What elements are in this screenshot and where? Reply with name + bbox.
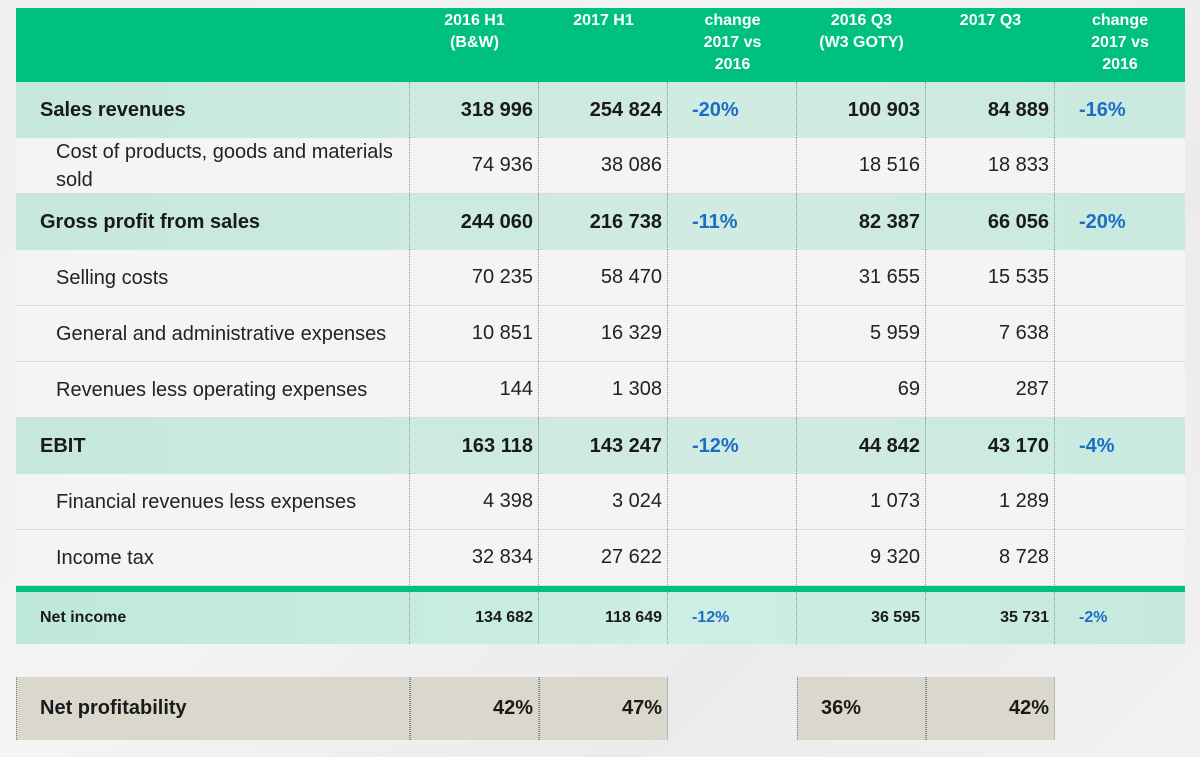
table-row: Sales revenues 318 996 254 824 -20% 100 903 8…: [16, 82, 1185, 138]
profitability-2016-h1: 42%: [410, 677, 539, 740]
value-2016-q3: 36 595: [797, 592, 926, 644]
header-q3-change: change 2017 vs 2016: [1091, 12, 1149, 73]
row-label: Selling costs: [16, 250, 410, 305]
value-2016-h1: 32 834: [410, 530, 539, 585]
change-q3: [1055, 362, 1185, 417]
change-q3: -2%: [1079, 609, 1108, 626]
value-2017-q3: 7 638: [926, 306, 1055, 361]
change-h1: [668, 306, 797, 361]
value-2017-h1: 38 086: [539, 138, 668, 193]
profitability-gap: [668, 677, 797, 740]
value-2017-q3: 287: [926, 362, 1055, 417]
net-profitability-row: Net profitability 42% 47% 36% 42%: [16, 677, 1055, 740]
value-2017-q3: 66 056: [926, 194, 1055, 250]
change-h1: -11%: [668, 194, 797, 250]
row-label: Net income: [16, 592, 410, 644]
change-h1: [668, 362, 797, 417]
profitability-2017-q3: 42%: [926, 677, 1055, 740]
value-2016-q3: 82 387: [797, 194, 926, 250]
row-label: Financial revenues less expenses: [16, 474, 410, 529]
change-h1: -12%: [668, 592, 797, 644]
value-2017-h1: 143 247: [539, 418, 668, 474]
value-2016-q3: 9 320: [797, 530, 926, 585]
value-2017-h1: 254 824: [539, 82, 668, 138]
value-2016-q3: 1 073: [797, 474, 926, 529]
value-2016-h1: 144: [410, 362, 539, 417]
value-2016-q3: 44 842: [797, 418, 926, 474]
value-2016-h1: 163 118: [410, 418, 539, 474]
header-2016-q3: 2016 Q3 (W3 GOTY): [819, 12, 904, 51]
value-2016-q3: 18 516: [797, 138, 926, 193]
table-row: General and administrative expenses 10 85…: [16, 306, 1185, 362]
table-row: Income tax 32 834 27 622 9 320 8 728: [16, 530, 1185, 586]
change-q3: [1055, 306, 1185, 361]
change-h1: [668, 474, 797, 529]
net-income-separator: [16, 586, 1185, 592]
table-header: 2016 H1 (B&W) 2017 H1 change 2017 vs 201…: [16, 8, 1185, 82]
table-row: Financial revenues less expenses 4 398 3 0…: [16, 474, 1185, 530]
table-row: Selling costs 70 235 58 470 31 655 15 535: [16, 250, 1185, 306]
table-row: Gross profit from sales 244 060 216 738 -11…: [16, 194, 1185, 250]
header-2016-h1: 2016 H1 (B&W): [444, 12, 505, 51]
value-2017-q3: 15 535: [926, 250, 1055, 305]
header-h1-change: change 2017 vs 2016: [703, 12, 762, 73]
change-q3: [1055, 138, 1185, 193]
value-2017-h1: 1 308: [539, 362, 668, 417]
net-income-row: Net income 134 682 118 649 -12% 36 595 3…: [16, 592, 1185, 644]
header-2017-h1: 2017 H1: [573, 12, 634, 29]
value-2016-q3: 31 655: [797, 250, 926, 305]
change-h1: [668, 138, 797, 193]
row-label: Net profitability: [16, 677, 410, 740]
row-label: Sales revenues: [16, 82, 410, 138]
value-2017-q3: 84 889: [926, 82, 1055, 138]
value-2017-h1: 16 329: [539, 306, 668, 361]
change-q3: [1055, 474, 1185, 529]
table-row: Revenues less operating expenses 144 1 308…: [16, 362, 1185, 418]
value-2016-q3: 100 903: [797, 82, 926, 138]
profitability-2017-h1: 47%: [539, 677, 668, 740]
table-row: Cost of products, goods and materials so…: [16, 138, 1185, 194]
value-2016-q3: 69: [797, 362, 926, 417]
row-label: Income tax: [16, 530, 410, 585]
change-q3: -20%: [1079, 210, 1126, 233]
change-h1: [668, 250, 797, 305]
change-q3: [1055, 530, 1185, 585]
row-label: Revenues less operating expenses: [16, 362, 410, 417]
value-2016-h1: 4 398: [410, 474, 539, 529]
value-2017-h1: 118 649: [539, 592, 668, 644]
value-2016-h1: 74 936: [410, 138, 539, 193]
change-h1: -12%: [668, 418, 797, 474]
value-2016-q3: 5 959: [797, 306, 926, 361]
value-2016-h1: 318 996: [410, 82, 539, 138]
change-q3: -4%: [1079, 434, 1115, 457]
row-label: EBIT: [16, 418, 410, 474]
value-2016-h1: 10 851: [410, 306, 539, 361]
value-2017-q3: 8 728: [926, 530, 1055, 585]
value-2016-h1: 70 235: [410, 250, 539, 305]
value-2017-h1: 3 024: [539, 474, 668, 529]
row-label: Gross profit from sales: [16, 194, 410, 250]
value-2017-h1: 27 622: [539, 530, 668, 585]
header-label-column: [16, 8, 410, 82]
value-2017-q3: 43 170: [926, 418, 1055, 474]
header-2017-q3: 2017 Q3: [959, 12, 1022, 29]
table-row: EBIT 163 118 143 247 -12% 44 842 43 170 -4%: [16, 418, 1185, 474]
value-2017-h1: 216 738: [539, 194, 668, 250]
value-2016-h1: 244 060: [410, 194, 539, 250]
change-h1: [668, 530, 797, 585]
value-2016-h1: 134 682: [410, 592, 539, 644]
change-h1: -20%: [668, 82, 797, 138]
value-2017-q3: 1 289: [926, 474, 1055, 529]
value-2017-h1: 58 470: [539, 250, 668, 305]
row-label: General and administrative expenses: [16, 306, 410, 361]
value-2017-q3: 35 731: [926, 592, 1055, 644]
change-q3: [1055, 250, 1185, 305]
row-label: Cost of products, goods and materials so…: [16, 138, 410, 193]
profitability-2016-q3: 36%: [797, 677, 926, 740]
value-2017-q3: 18 833: [926, 138, 1055, 193]
financial-results-table: 2016 H1 (B&W) 2017 H1 change 2017 vs 201…: [16, 8, 1185, 644]
change-q3: -16%: [1079, 98, 1126, 121]
